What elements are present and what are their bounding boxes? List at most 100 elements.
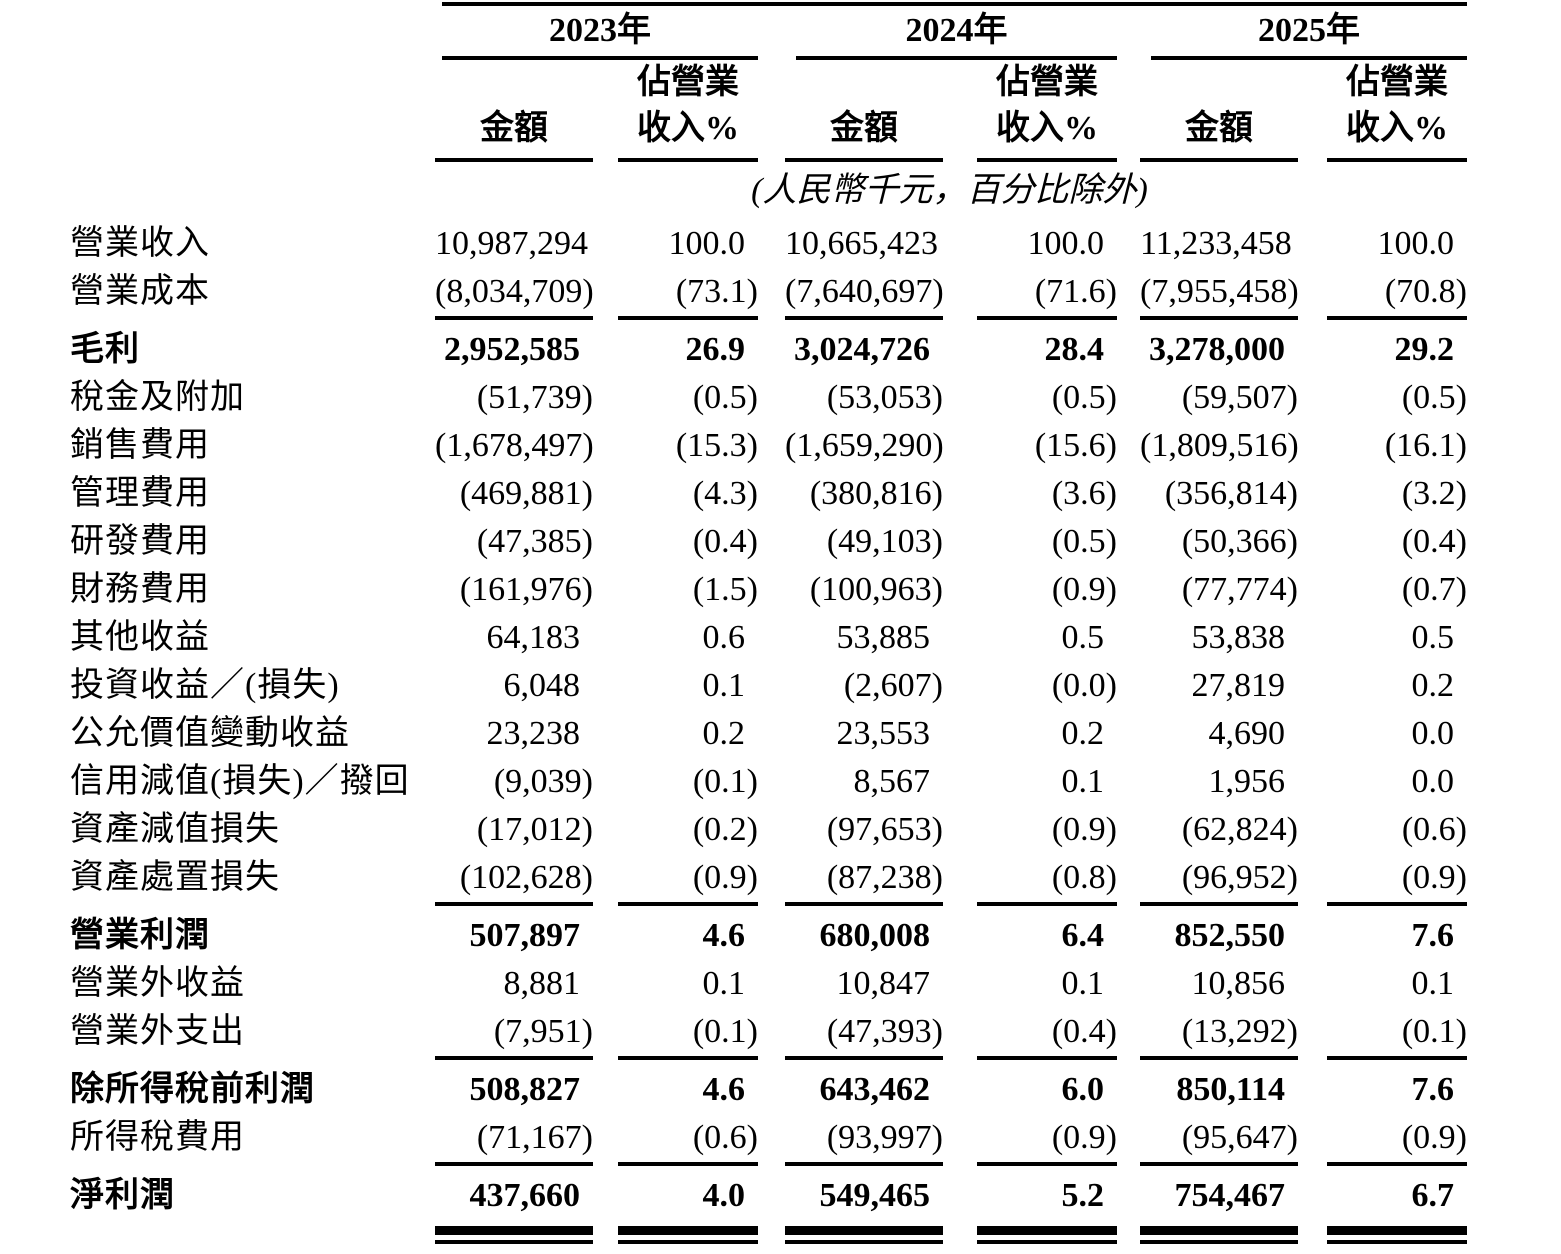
row-label: 資產減值損失 <box>70 811 280 848</box>
table-row: 除所得稅前利潤 508,827 4.6 643,462 6.0 850,114 7.6 <box>62 1066 1561 1114</box>
cell-2023-amount: 10,987,294 <box>432 220 593 268</box>
cell-2023-amount: (469,881) <box>432 470 593 518</box>
rule-line <box>977 1056 1117 1060</box>
cell-value-wrap: (7,955,458) <box>1140 268 1299 316</box>
cell-value-wrap: 3,278,000 <box>1140 326 1298 374</box>
cell-value: 53,885 <box>836 619 931 656</box>
cell-value: (380,816) <box>809 475 943 512</box>
cell-2025-pct: (3.2) <box>1298 470 1467 518</box>
row-label: 營業外收益 <box>70 965 245 1002</box>
cell-value-wrap: 0.6 <box>618 614 758 662</box>
cell-value-wrap: (93,997) <box>785 1114 943 1162</box>
cell-2025-amount: (62,824) <box>1117 806 1298 854</box>
cell-2023-amount: (1,678,497) <box>432 422 594 470</box>
table-row: 研發費用 (47,385) (0.4) (49,103) (0.5) (50,366) (0… <box>62 518 1561 566</box>
cell-value: 0.0 <box>1411 715 1455 752</box>
cell-value-wrap: 0.1 <box>977 960 1117 1008</box>
cell-value-wrap: 754,467 <box>1140 1172 1298 1220</box>
cell-value: (0.5) <box>692 379 758 416</box>
cell-2023-pct: (0.9) <box>593 854 758 902</box>
rule-wrap <box>785 1056 943 1060</box>
rule-line <box>435 316 593 320</box>
cell-2024-pct: (15.6) <box>943 422 1117 470</box>
header-2025-pct: 佔營業 收入% <box>1298 60 1467 162</box>
cell-value: (0.5) <box>1051 379 1117 416</box>
cell-2024-pct: (0.8) <box>943 854 1117 902</box>
cell-2023-pct: 100.0 <box>593 220 758 268</box>
cell-value: 6,048 <box>503 667 581 704</box>
row-label: 研發費用 <box>70 523 210 560</box>
row-label: 資產處置損失 <box>70 859 280 896</box>
cell-2023-pct: (0.4) <box>593 518 758 566</box>
cell-value-wrap: 23,238 <box>435 710 593 758</box>
cell-value-wrap: 10,665,423 <box>785 220 943 268</box>
cell-value: (0.7) <box>1401 571 1467 608</box>
cell-2025-pct: 7.6 <box>1298 912 1467 960</box>
cell-value: (0.1) <box>692 1013 758 1050</box>
cell-2024-amount: (2,607) <box>758 662 943 710</box>
cell-2024-amount: 643,462 <box>758 1066 943 1114</box>
cell-2025-amount: (59,507) <box>1117 374 1298 422</box>
cell-value: (100,963) <box>809 571 943 608</box>
row-label: 營業利潤 <box>70 917 210 954</box>
cell-value-wrap: (0.9) <box>977 806 1117 854</box>
table-row: 毛利 2,952,585 26.9 3,024,726 28.4 3,278,000 29.… <box>62 326 1561 374</box>
rule-cell <box>432 1056 593 1066</box>
cell-2025-amount: 1,956 <box>1117 758 1298 806</box>
cell-2024-pct: 6.4 <box>943 912 1117 960</box>
cell-value: 549,465 <box>819 1177 931 1214</box>
rule-line <box>1327 1056 1467 1060</box>
cell-value-wrap: (7,640,697) <box>785 268 944 316</box>
cell-value-wrap: 4.6 <box>618 1066 758 1114</box>
cell-2023-amount: (47,385) <box>432 518 593 566</box>
cell-value: 6.4 <box>1061 917 1105 954</box>
rule-line <box>435 1162 593 1166</box>
rule-cell <box>758 1226 943 1254</box>
cell-value-wrap: 29.2 <box>1327 326 1467 374</box>
cell-value: 0.0 <box>1411 763 1455 800</box>
cell-value: 4.6 <box>702 1071 746 1108</box>
cell-value-wrap: (17,012) <box>435 806 593 854</box>
cell-2023-amount: 6,048 <box>432 662 593 710</box>
cell-2025-amount: (50,366) <box>1117 518 1298 566</box>
rule-line <box>618 1056 758 1060</box>
rule-thin-line <box>977 1240 1117 1244</box>
cell-value: 6.7 <box>1411 1177 1455 1214</box>
cell-value: 23,553 <box>836 715 931 752</box>
cell-2024-pct: (0.5) <box>943 374 1117 422</box>
cell-2025-pct: 29.2 <box>1298 326 1467 374</box>
rule-line <box>1327 902 1467 906</box>
rule-thin-line <box>618 1240 758 1244</box>
cell-value: 508,827 <box>469 1071 581 1108</box>
cell-value-wrap: (0.5) <box>1327 374 1467 422</box>
rule-cell <box>432 1162 593 1172</box>
rule-wrap <box>618 316 758 320</box>
spacer-cell <box>62 6 432 60</box>
cell-value-wrap: (47,385) <box>435 518 593 566</box>
header-2024-amount: 金額 <box>758 60 943 162</box>
units-note: (人民幣千元，百分比除外) <box>751 172 1148 209</box>
rule-wrap <box>1140 902 1298 906</box>
rule-wrap <box>618 1226 758 1244</box>
cell-value: 852,550 <box>1174 917 1286 954</box>
rule-cell <box>1117 1162 1298 1172</box>
spacer-cell <box>62 1056 432 1066</box>
row-label: 毛利 <box>70 331 140 368</box>
cell-value-wrap: 8,567 <box>785 758 943 806</box>
cell-value: (1.5) <box>692 571 758 608</box>
cell-2023-amount: 437,660 <box>432 1172 593 1220</box>
table-row: 投資收益／(損失) 6,048 0.1 (2,607) (0.0) 27,819 0.2 <box>62 662 1561 710</box>
cell-value-wrap: 5.2 <box>977 1172 1117 1220</box>
rule-wrap <box>435 1056 593 1060</box>
cell-value-wrap: 3,024,726 <box>785 326 943 374</box>
cell-2024-amount: (380,816) <box>758 470 943 518</box>
cell-2024-amount: (100,963) <box>758 566 943 614</box>
cell-value: (0.1) <box>1401 1013 1467 1050</box>
cell-value: 0.1 <box>702 965 746 1002</box>
cell-value: (0.4) <box>1401 523 1467 560</box>
cell-2025-pct: 100.0 <box>1298 220 1467 268</box>
cell-value-wrap: (1.5) <box>618 566 758 614</box>
cell-2025-amount: 27,819 <box>1117 662 1298 710</box>
rule-line <box>977 902 1117 906</box>
cell-2023-amount: 8,881 <box>432 960 593 1008</box>
